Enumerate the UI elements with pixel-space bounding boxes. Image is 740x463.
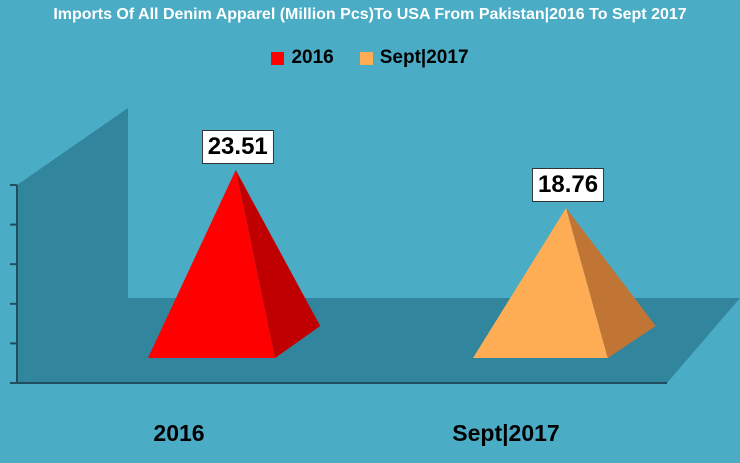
data-label-sept-2017: 18.76 [532,167,605,202]
x-tick-label-2016: 2016 [153,420,205,446]
pyramid-front-2016 [148,170,276,358]
y-axis-ticks [10,184,17,384]
legend-item-2016: 2016 [271,47,334,69]
pyramids [148,170,656,358]
legend-swatch-2016 [271,51,285,65]
pyramid-side-sept-2017 [566,207,656,358]
pyramid-front-sept-2017 [473,207,608,358]
back-wall [17,108,128,383]
legend: 2016 Sept|2017 [0,47,740,69]
legend-item-sept-2017: Sept|2017 [359,47,469,69]
x-tick-label-sept-2017: Sept|2017 [452,420,560,446]
legend-label-sept-2017: Sept|2017 [379,47,469,68]
data-label-2016: 23.51 [201,130,274,164]
legend-label-2016: 2016 [291,47,334,68]
pyramid-side-2016 [235,170,321,358]
legend-swatch-sept-2017 [359,51,373,65]
chart-title: Imports Of All Denim Apparel (Million Pc… [53,6,687,23]
